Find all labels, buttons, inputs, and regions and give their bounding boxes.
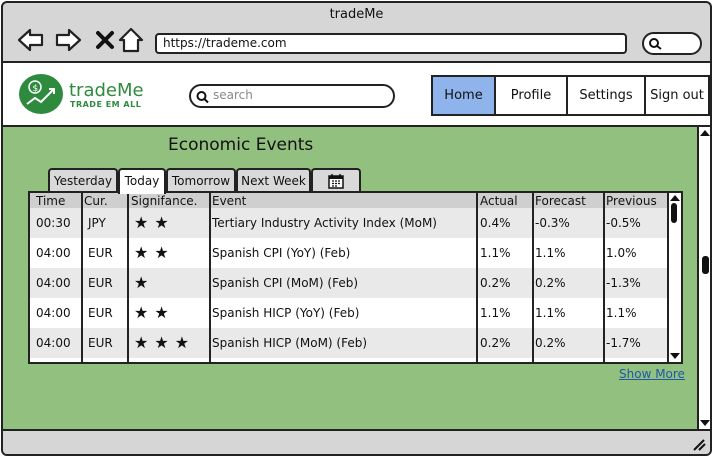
cell-actual: 0.2%: [480, 276, 511, 290]
cell-currency: EUR: [88, 336, 113, 350]
column-divider: [603, 193, 605, 362]
cell-event: Spanish CPI (MoM) (Feb): [212, 276, 359, 290]
tab-calendar[interactable]: [311, 168, 361, 192]
cell-forecast: 1.1%: [535, 306, 566, 320]
cell-forecast: 0.2%: [535, 336, 566, 350]
cell-currency: EUR: [88, 276, 113, 290]
show-more-link[interactable]: Show More: [619, 367, 685, 381]
cell-forecast: 0.2%: [535, 276, 566, 290]
table-header: Time Cur. Signifance. Event Actual Forec…: [30, 193, 667, 209]
cell-actual: 0.4%: [480, 216, 511, 230]
col-significance[interactable]: Signifance.: [131, 194, 198, 208]
cell-event: Spanish HICP (YoY) (Feb): [212, 306, 360, 320]
page-scrollbar[interactable]: [697, 127, 711, 429]
column-divider: [209, 193, 211, 362]
column-divider: [532, 193, 534, 362]
tab-today[interactable]: Today: [118, 168, 166, 194]
table-row[interactable]: 04:00 EUR ★ Spanish CPI (MoM) (Feb) 0.2%…: [30, 268, 667, 298]
cell-currency: EUR: [88, 246, 113, 260]
scroll-up-arrow-icon[interactable]: [699, 129, 711, 137]
tab-yesterday[interactable]: Yesterday: [48, 168, 118, 192]
cell-actual: 1.1%: [480, 246, 511, 260]
search-icon: [196, 91, 209, 104]
tab-next-week[interactable]: Next Week: [236, 168, 311, 192]
close-x-icon[interactable]: [90, 25, 120, 55]
col-actual[interactable]: Actual: [480, 194, 518, 208]
site-search-input[interactable]: search: [189, 84, 395, 108]
cell-time: 04:00: [36, 276, 71, 290]
column-divider: [81, 193, 83, 362]
browser-search-button[interactable]: [642, 32, 702, 55]
col-event[interactable]: Event: [212, 194, 247, 208]
logo-tagline: TRADE EM ALL: [70, 100, 142, 109]
logo-name: tradeMe: [69, 80, 144, 101]
page-title: Economic Events: [168, 135, 314, 155]
cell-event: Spanish CPI (YoY) (Feb): [212, 246, 351, 260]
cell-time: 00:30: [36, 216, 71, 230]
url-input[interactable]: https://trademe.com: [155, 33, 627, 54]
cell-time: 04:00: [36, 336, 71, 350]
window-title: tradeMe: [329, 7, 384, 22]
main-content: Economic Events Yesterday Today Tomorrow…: [3, 127, 697, 429]
tab-tomorrow[interactable]: Tomorrow: [166, 168, 236, 192]
scroll-down-arrow-icon[interactable]: [699, 419, 711, 427]
scroll-up-arrow-icon[interactable]: [669, 194, 681, 202]
table-row[interactable]: 00:30 JPY ★★ Tertiary Industry Activity …: [30, 208, 667, 238]
back-arrow-icon[interactable]: [15, 25, 45, 55]
forward-arrow-icon[interactable]: [53, 25, 83, 55]
significance-stars: ★★★: [134, 333, 196, 352]
cell-forecast: -0.3%: [535, 216, 570, 230]
significance-stars: ★★: [134, 213, 175, 232]
site-header: $ tradeMe TRADE EM ALL search Home Profi…: [3, 61, 710, 127]
significance-stars: ★: [134, 273, 155, 292]
nav-profile-button[interactable]: Profile: [494, 75, 568, 116]
cell-event: Tertiary Industry Activity Index (MoM): [212, 216, 437, 230]
logo-icon: $: [19, 74, 63, 114]
cell-previous: 1.1%: [606, 306, 637, 320]
search-icon: [649, 38, 662, 50]
cell-time: 04:00: [36, 306, 71, 320]
cell-currency: JPY: [88, 216, 106, 230]
cell-actual: 1.1%: [480, 306, 511, 320]
nav-signout-button[interactable]: Sign out: [644, 75, 710, 116]
table-scrollbar[interactable]: [667, 193, 681, 362]
calendar-icon: [328, 174, 344, 189]
column-divider: [127, 193, 129, 362]
status-bar: [3, 429, 710, 454]
nav-settings-button[interactable]: Settings: [566, 75, 646, 116]
nav-home-button[interactable]: Home: [431, 75, 496, 116]
column-divider: [476, 193, 478, 362]
svg-text:$: $: [33, 84, 39, 94]
cell-actual: 0.2%: [480, 336, 511, 350]
col-previous[interactable]: Previous: [606, 194, 657, 208]
cell-previous: -0.5%: [606, 216, 641, 230]
col-currency[interactable]: Cur.: [84, 194, 108, 208]
cell-previous: -1.7%: [606, 336, 641, 350]
significance-stars: ★★: [134, 243, 175, 262]
resize-grip-icon[interactable]: [690, 437, 706, 451]
cell-previous: 1.0%: [606, 246, 637, 260]
cell-currency: EUR: [88, 306, 113, 320]
col-forecast[interactable]: Forecast: [535, 194, 586, 208]
table-scroll-thumb[interactable]: [671, 203, 677, 223]
scroll-down-arrow-icon[interactable]: [669, 352, 681, 360]
page-scroll-thumb[interactable]: [702, 256, 709, 274]
significance-stars: ★★: [134, 303, 175, 322]
cell-previous: -1.3%: [606, 276, 641, 290]
table-row[interactable]: 04:00 EUR ★★★ Spanish HICP (MoM) (Feb) 0…: [30, 328, 667, 358]
search-placeholder: search: [213, 88, 253, 102]
events-table: Time Cur. Signifance. Event Actual Forec…: [28, 191, 683, 364]
cell-forecast: 1.1%: [535, 246, 566, 260]
cell-event: Spanish HICP (MoM) (Feb): [212, 336, 368, 350]
cell-time: 04:00: [36, 246, 71, 260]
home-icon[interactable]: [116, 25, 146, 55]
table-row[interactable]: 04:00 EUR ★★ Spanish CPI (YoY) (Feb) 1.1…: [30, 238, 667, 268]
col-time[interactable]: Time: [36, 194, 66, 208]
table-row[interactable]: 04:00 EUR ★★ Spanish HICP (YoY) (Feb) 1.…: [30, 298, 667, 328]
